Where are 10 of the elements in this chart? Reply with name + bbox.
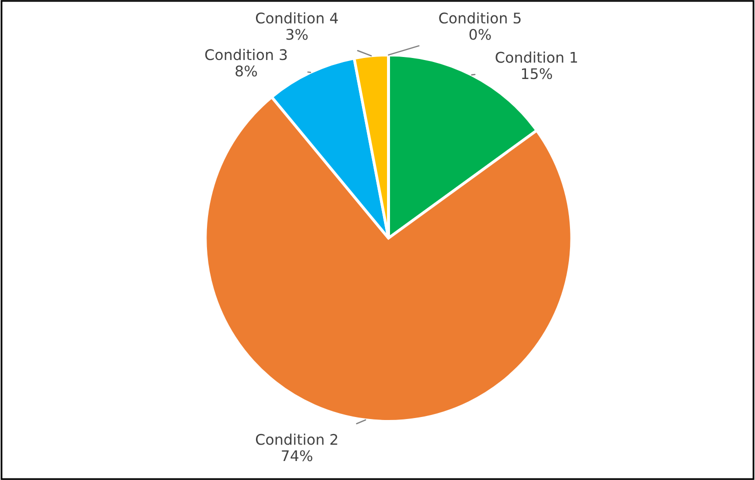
data-label: 8%: [236, 65, 257, 77]
data-label: 3%: [286, 28, 308, 40]
slice-label: Condition 2: [256, 434, 338, 445]
data-label: 74%: [282, 450, 312, 462]
text: 0%: [469, 28, 491, 40]
data-label: 15%: [522, 68, 552, 80]
slice-label: Condition 3: [205, 48, 287, 60]
slice-label: Condition 1: [496, 52, 578, 63]
slice-label: Condition 4: [256, 12, 338, 24]
category-label: Condition 5: [439, 12, 521, 24]
